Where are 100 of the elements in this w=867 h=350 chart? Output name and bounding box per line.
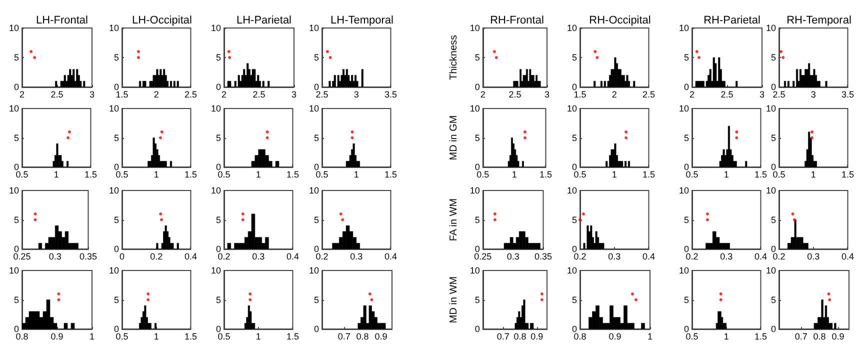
y-tick-label: 5 bbox=[770, 294, 776, 305]
y-tick-label: 10 bbox=[566, 104, 577, 114]
x-tick-label: 3 bbox=[354, 90, 359, 100]
y-tick-label: 5 bbox=[684, 214, 689, 225]
x-tick-label: 1 bbox=[647, 332, 653, 342]
y-tick-label: 5 bbox=[14, 132, 19, 143]
x-tick-label: 1.5 bbox=[642, 170, 655, 180]
x-tick-label: 0.4 bbox=[384, 252, 397, 262]
x-tick-label: 0.2 bbox=[150, 252, 163, 262]
y-axis-title: MD in GM bbox=[448, 115, 460, 160]
y-tick-label: 0 bbox=[114, 324, 119, 334]
x-tick-label: 1 bbox=[512, 170, 517, 180]
x-tick-label: 2 bbox=[689, 90, 695, 100]
y-tick-label: 5 bbox=[114, 214, 119, 225]
y-tick-label: 10 bbox=[566, 266, 577, 276]
y-tick-label: 5 bbox=[572, 214, 577, 225]
y-tick-label: 10 bbox=[108, 104, 119, 114]
x-tick-label: 3.5 bbox=[384, 90, 397, 100]
x-tick-label: 1.5 bbox=[184, 332, 197, 342]
x-tick-label: 1 bbox=[154, 170, 159, 180]
x-tick-label: 2.5 bbox=[508, 90, 522, 100]
x-tick-label: 1 bbox=[724, 170, 729, 180]
x-tick-label: 0.5 bbox=[686, 170, 698, 180]
chart-title: RH-Frontal bbox=[490, 14, 544, 26]
y-tick-label: 10 bbox=[210, 23, 221, 33]
x-tick-label: 1.5 bbox=[754, 170, 767, 180]
y-tick-label: 0 bbox=[314, 244, 319, 254]
y-tick-label: 10 bbox=[108, 266, 119, 276]
x-tick-label: 1 bbox=[89, 332, 95, 342]
y-tick-label: 5 bbox=[14, 214, 19, 225]
x-tick-label: 2.5 bbox=[772, 90, 786, 100]
y-tick-label: 10 bbox=[308, 104, 319, 114]
x-tick-label: 0.3 bbox=[350, 252, 363, 262]
x-tick-label: 3 bbox=[759, 90, 765, 100]
x-tick-label: 1.5 bbox=[84, 170, 97, 180]
y-tick-label: 10 bbox=[678, 266, 689, 276]
y-tick-label: 10 bbox=[470, 186, 480, 196]
x-tick-label: 2 bbox=[19, 90, 25, 100]
x-tick-label: 0.25 bbox=[13, 252, 31, 262]
y-tick-label: 5 bbox=[114, 52, 119, 62]
y-tick-label: 5 bbox=[474, 52, 480, 62]
x-tick-label: 0.5 bbox=[772, 170, 786, 180]
chart-title: RH-Temporal bbox=[786, 14, 852, 26]
y-tick-label: 0 bbox=[314, 82, 319, 92]
y-tick-label: 10 bbox=[766, 266, 776, 276]
y-tick-label: 5 bbox=[770, 132, 776, 143]
y-tick-label: 10 bbox=[470, 23, 480, 33]
y-axis-title: MD in WM bbox=[448, 276, 460, 324]
y-tick-label: 5 bbox=[14, 52, 19, 62]
y-tick-label: 0 bbox=[474, 82, 480, 92]
x-tick-label: 0.2 bbox=[316, 252, 328, 262]
y-tick-label: 10 bbox=[8, 104, 19, 114]
chart-title: LH-Frontal bbox=[36, 14, 88, 26]
y-tick-label: 0 bbox=[770, 324, 776, 334]
x-tick-label: 0.7 bbox=[338, 332, 350, 342]
y-tick-label: 0 bbox=[474, 244, 480, 254]
y-tick-label: 0 bbox=[314, 324, 319, 334]
x-tick-label: 2 bbox=[221, 90, 227, 100]
x-tick-label: 3 bbox=[291, 90, 297, 100]
y-tick-label: 5 bbox=[572, 132, 577, 143]
x-tick-label: 2.5 bbox=[50, 90, 64, 100]
x-tick-label: 1 bbox=[54, 170, 59, 180]
y-tick-label: 0 bbox=[684, 82, 689, 92]
y-tick-label: 0 bbox=[684, 244, 689, 254]
x-tick-label: 0.5 bbox=[316, 170, 328, 180]
y-tick-label: 5 bbox=[770, 52, 776, 62]
x-tick-label: 0.35 bbox=[534, 252, 552, 262]
y-tick-label: 0 bbox=[474, 162, 480, 172]
x-tick-label: 3.5 bbox=[841, 90, 854, 100]
x-tick-label: 2 bbox=[612, 90, 617, 100]
x-tick-label: 1.5 bbox=[574, 90, 586, 100]
y-tick-label: 5 bbox=[216, 132, 221, 143]
x-tick-label: 2.5 bbox=[252, 90, 266, 100]
x-tick-label: 0.7 bbox=[794, 332, 808, 342]
x-tick-label: 0.8 bbox=[16, 332, 28, 342]
y-tick-label: 5 bbox=[572, 294, 577, 305]
y-tick-label: 0 bbox=[216, 244, 221, 254]
y-tick-label: 10 bbox=[308, 186, 319, 196]
y-tick-label: 5 bbox=[216, 52, 221, 62]
y-tick-label: 10 bbox=[8, 23, 19, 33]
x-tick-label: 0.4 bbox=[841, 252, 854, 262]
x-tick-label: 3 bbox=[810, 90, 816, 100]
x-tick-label: 0.35 bbox=[79, 252, 98, 262]
chart-title: RH-Parietal bbox=[704, 14, 760, 26]
x-tick-label: 2.5 bbox=[316, 90, 328, 100]
y-tick-label: 10 bbox=[308, 266, 319, 276]
y-tick-label: 5 bbox=[474, 132, 480, 143]
y-tick-label: 0 bbox=[572, 162, 577, 172]
x-tick-label: 0.5 bbox=[218, 332, 230, 342]
y-tick-label: 10 bbox=[566, 23, 577, 33]
x-tick-label: 1 bbox=[256, 170, 261, 180]
x-tick-label: 0.4 bbox=[286, 252, 299, 262]
x-tick-label: 0.9 bbox=[50, 332, 64, 342]
y-tick-label: 10 bbox=[210, 186, 221, 196]
y-tick-label: 10 bbox=[470, 104, 480, 114]
y-tick-label: 5 bbox=[114, 132, 119, 143]
y-tick-label: 10 bbox=[108, 186, 119, 196]
x-tick-label: 0.9 bbox=[608, 332, 622, 342]
x-tick-label: 0.3 bbox=[807, 252, 820, 262]
y-tick-label: 5 bbox=[314, 132, 319, 143]
